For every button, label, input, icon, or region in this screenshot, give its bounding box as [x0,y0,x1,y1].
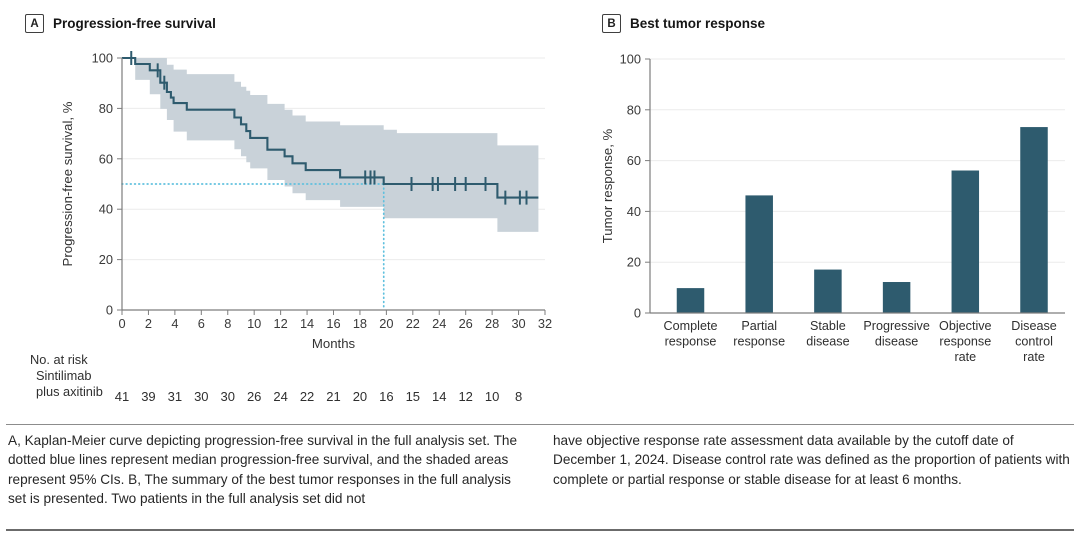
bar-partial-response [745,195,773,313]
kaplan-meier-chart: 0 2 4 6 8 10 12 14 16 18 20 22 24 26 28 30 3202040608010… [60,51,552,405]
bar-category-label: Disease [1011,319,1057,333]
bar-category-label: Stable [810,319,846,333]
x-tick-label: 22 [406,316,420,331]
risk-count: 20 [353,389,367,404]
x-axis-label: Months [312,336,356,351]
bar-category-label: Progressive [863,319,930,333]
caption-right-column: have objective response rate assessment … [553,433,1070,487]
risk-count: 41 [115,389,129,404]
y-tick-label: 20 [627,255,641,270]
y-axis-label: Progression-free survival, % [60,101,75,266]
bar-category-label: control [1015,335,1053,349]
caption-top-rule [6,424,1074,425]
risk-count: 8 [515,389,522,404]
bar-objective-response-rate [951,170,980,313]
x-tick-label: 26 [459,316,473,331]
bar-category-label: response [939,335,991,349]
x-tick-label: 20 [379,316,393,331]
bar-category-label: Complete [664,319,718,333]
bar-category-label: response [733,335,785,349]
risk-count: 30 [221,389,235,404]
risk-count: 10 [485,389,499,404]
x-tick-label: 18 [353,316,367,331]
bar-category-label: Partial [741,319,777,333]
risk-count: 30 [194,389,208,404]
risk-count: 12 [458,389,472,404]
y-tick-label: 100 [620,52,641,67]
risk-count: 15 [406,389,420,404]
x-tick-label: 6 [198,316,205,331]
panel-a-badge: A [25,14,44,33]
risk-count: 16 [379,389,393,404]
x-tick-label: 0 [118,316,125,331]
risk-count: 22 [300,389,314,404]
y-tick-label: 80 [99,101,113,116]
risk-count: 26 [247,389,261,404]
tumor-response-bar-chart: 0 20 40 60 80 100 Tumor response, % Complete res… [600,52,1065,364]
bar-category-label: rate [1023,350,1045,364]
x-tick-label: 28 [485,316,499,331]
y-tick-label: 0 [106,303,113,318]
panel-b-badge: B [602,14,621,33]
risk-count: 31 [168,389,182,404]
bar-category-label: disease [806,335,849,349]
bar-complete-response [676,288,705,313]
risk-count: 24 [273,389,287,404]
y-tick-label: 100 [92,51,113,66]
risk-row-label-line1: Sintilimab [36,368,92,383]
bar-disease-control-rate [1020,127,1048,314]
x-tick-label: 12 [274,316,288,331]
confidence-interval-band [122,58,539,232]
km-step-line [122,56,539,199]
bar-category-label: disease [875,335,918,349]
x-tick-label: 14 [300,316,314,331]
bar-progressive-disease [882,282,911,313]
x-tick-label: 16 [326,316,340,331]
y-tick-label: 60 [627,153,641,168]
y-tick-label: 80 [627,102,641,117]
risk-count: 14 [432,389,446,404]
bar-category-label: Objective [939,319,992,333]
risk-count: 21 [326,389,340,404]
y-tick-label: 20 [99,252,113,267]
bar-category-label: response [665,335,717,349]
y-tick-label: 40 [99,202,113,217]
risk-count: 39 [141,389,155,404]
x-tick-label: 24 [432,316,446,331]
x-tick-label: 2 [145,316,152,331]
x-tick-label: 30 [511,316,525,331]
y-tick-label: 0 [634,306,641,321]
caption-left-column: A, Kaplan-Meier curve depicting progress… [8,433,518,506]
y-tick-label: 40 [627,204,641,219]
bar-stable-disease [814,269,842,313]
panel-a-title-row: A Progression-free survival [25,14,216,33]
x-tick-label: 4 [171,316,178,331]
x-tick-label: 32 [538,316,552,331]
panel-b-title: Best tumor response [630,16,766,31]
y-axis-label: Tumor response, % [600,128,615,243]
x-tick-label: 8 [224,316,231,331]
risk-row-label-line2: plus axitinib [36,384,103,399]
y-tick-label: 60 [99,151,113,166]
bar-category-label: rate [954,350,976,364]
x-tick-label: 10 [247,316,261,331]
figure-bottom-rule [6,529,1074,531]
panel-a-title: Progression-free survival [53,16,216,31]
panel-b-title-row: B Best tumor response [602,14,765,33]
risk-table-label: No. at risk [30,352,88,367]
